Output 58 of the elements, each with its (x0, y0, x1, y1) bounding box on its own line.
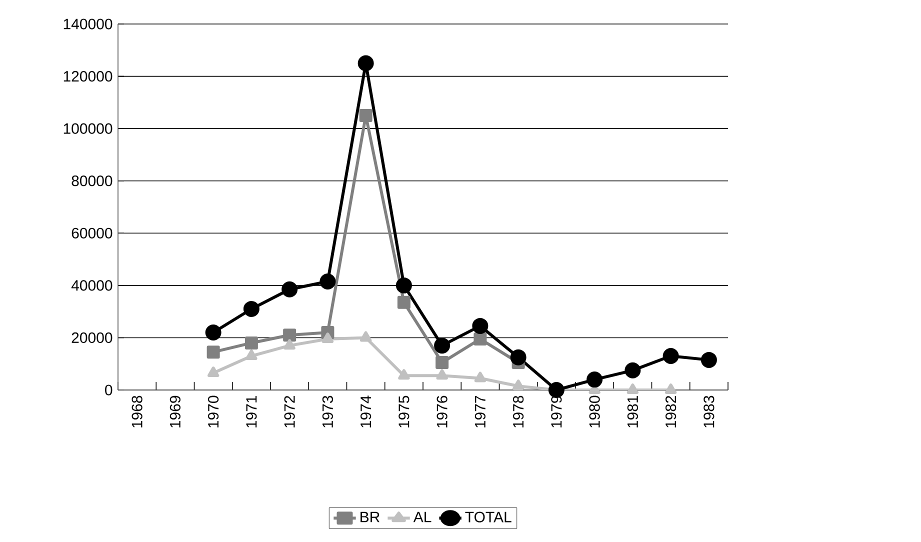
point (320, 274, 336, 290)
x-tick-label: 1973 (322, 396, 333, 428)
point (510, 349, 526, 366)
x-tick-label: 1975 (398, 396, 410, 428)
y-tick-label: 80000 (72, 176, 112, 186)
x-tick-label: 1974 (360, 396, 372, 428)
point (244, 336, 258, 350)
point (512, 380, 524, 390)
point (396, 277, 412, 294)
point (436, 369, 448, 380)
point (282, 281, 298, 298)
point (472, 318, 488, 334)
point (398, 369, 410, 380)
point (586, 372, 603, 388)
x-tick-label: 1970 (208, 396, 219, 428)
x-tick-label: 1971 (246, 396, 257, 428)
y-tick-label: 40000 (71, 280, 112, 291)
x-tick-label: 1982 (666, 396, 676, 428)
x-tick-label: 1980 (589, 396, 600, 428)
legend-label: TOTAL (465, 512, 512, 522)
x-tick-label: 1969 (170, 396, 180, 428)
point (322, 332, 334, 344)
point (397, 296, 410, 309)
point (246, 350, 258, 360)
x-tick-label: 1978 (513, 396, 524, 428)
point (206, 346, 220, 359)
point (359, 109, 372, 122)
x-tick-label: 1977 (474, 396, 486, 428)
y-tick-label: 0 (105, 384, 112, 396)
y-tick-label: 20000 (72, 332, 112, 344)
point (284, 339, 296, 350)
y-tick-label: 60000 (72, 228, 112, 238)
legend-label: AL (413, 512, 432, 522)
y-tick-label: 100000 (64, 123, 112, 134)
point (474, 332, 487, 346)
legend-label: BR (360, 512, 380, 522)
point (360, 331, 372, 342)
x-tick-label: 1972 (284, 396, 295, 428)
point (243, 300, 260, 317)
point (207, 366, 220, 378)
point (436, 356, 449, 370)
point (626, 384, 639, 394)
point (283, 328, 296, 342)
point (434, 338, 450, 354)
x-tick-label: 1983 (704, 396, 714, 428)
x-tick-label: 1968 (132, 396, 142, 428)
y-tick-label: 120000 (64, 70, 112, 82)
x-tick-label: 1976 (436, 396, 448, 428)
y-tick-label: 140000 (64, 18, 112, 30)
point (624, 362, 641, 378)
point (662, 348, 679, 364)
point (205, 324, 222, 340)
point (700, 352, 717, 368)
point (358, 55, 374, 72)
point (664, 384, 677, 394)
point (474, 372, 486, 382)
point (548, 382, 564, 398)
x-tick-label: 1981 (627, 396, 638, 428)
